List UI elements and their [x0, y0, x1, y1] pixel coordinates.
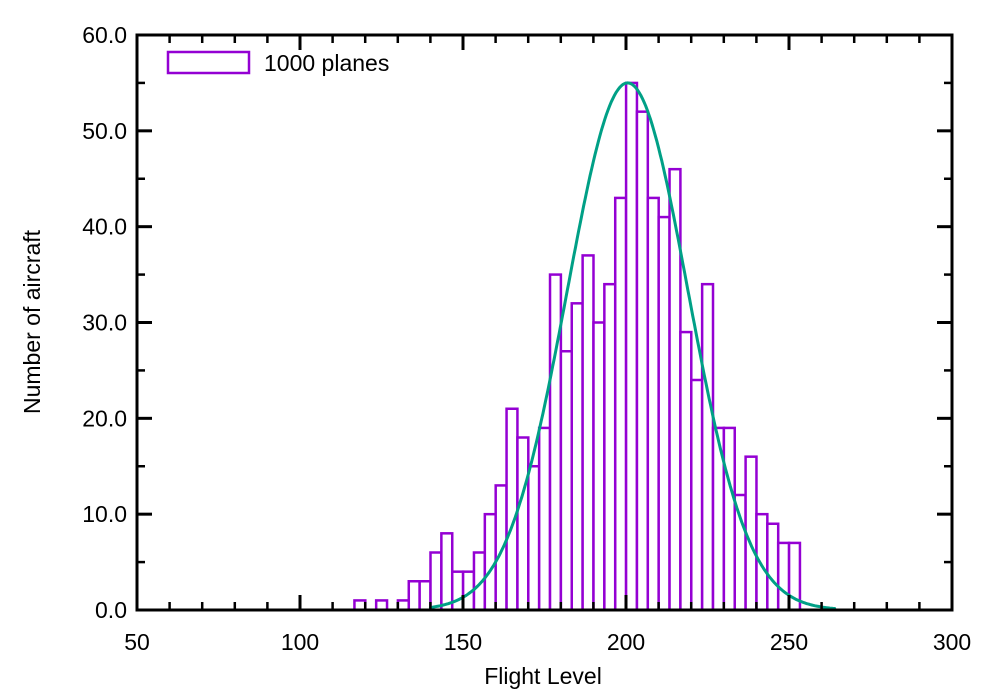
histogram-bar: [700, 282, 715, 612]
legend-swatch: [166, 50, 251, 75]
histogram-bar: [494, 484, 508, 612]
histogram-bar: [429, 551, 443, 612]
histogram-bar: [679, 330, 693, 612]
histogram-bar: [635, 110, 650, 612]
histogram-bar: [537, 426, 552, 612]
histogram-bar: [527, 465, 541, 612]
histogram-bar: [657, 215, 671, 612]
y-tick-label: 0.0: [95, 597, 127, 623]
legend: 1000 planes: [166, 50, 389, 76]
x-tick-label: 250: [770, 629, 808, 655]
histogram-bar: [581, 254, 595, 612]
y-tick-label: 50.0: [82, 118, 127, 144]
x-tick-label: 50: [124, 629, 150, 655]
y-axis-title: Number of aircraft: [19, 229, 45, 414]
y-tick-label: 10.0: [82, 501, 127, 527]
x-tick-label: 150: [444, 629, 482, 655]
histogram-bar: [646, 196, 660, 612]
y-tick-label: 30.0: [82, 310, 127, 336]
histogram-bar: [733, 493, 747, 612]
histogram-bar: [440, 532, 454, 612]
histogram-bar: [722, 426, 736, 612]
histogram-bar: [603, 282, 617, 612]
y-tick-label: 60.0: [82, 22, 127, 48]
histogram-bar: [592, 321, 606, 612]
histogram-bar: [559, 350, 574, 612]
histogram-bar: [776, 541, 791, 612]
axis-tick-labels-layer: 50 100 150 200 250 300 0.0 10.0 20.0 30.0 40.0 50.0…: [82, 22, 971, 655]
x-axis-title: Flight Level: [484, 663, 602, 689]
x-tick-label: 300: [933, 629, 971, 655]
x-tick-label: 200: [607, 629, 645, 655]
gaussian-fit-curve: [428, 81, 837, 610]
y-tick-label: 20.0: [82, 405, 127, 431]
histogram-bars-layer: [353, 81, 802, 612]
histogram-bar: [690, 378, 704, 612]
plot-border: [135, 33, 954, 612]
histogram-bar: [418, 580, 432, 612]
histogram-bar: [505, 407, 519, 612]
legend-label: 1000 planes: [264, 50, 389, 76]
x-tick-label: 100: [281, 629, 319, 655]
histogram-bar: [613, 196, 628, 612]
histogram-bar: [516, 436, 530, 612]
gaussian-curve-layer: [428, 81, 837, 610]
histogram-bar: [766, 522, 780, 612]
histogram-bar: [407, 580, 421, 612]
histogram-bar: [450, 570, 465, 612]
y-tick-label: 40.0: [82, 214, 127, 240]
histogram-bar: [570, 302, 584, 612]
histogram-bar: [624, 81, 639, 612]
